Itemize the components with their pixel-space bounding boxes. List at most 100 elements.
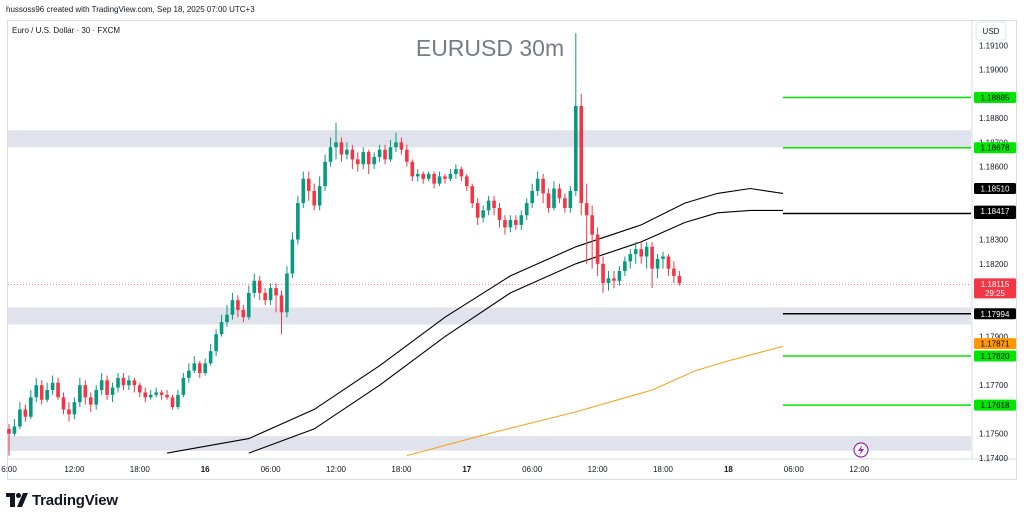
candle-body (524, 203, 529, 216)
candle (470, 183, 475, 208)
candle-body (301, 178, 306, 204)
moving-average-line (248, 209, 783, 454)
candle (45, 382, 49, 403)
y-tick-label: 1.17700 (979, 381, 1008, 390)
candle (584, 183, 589, 264)
candle-body (541, 178, 545, 194)
currency-label: USD (983, 27, 1000, 36)
candle-body (530, 190, 534, 204)
candle (78, 377, 82, 408)
candle-body (219, 322, 224, 335)
candle (448, 169, 453, 182)
candle (12, 419, 17, 437)
candle (236, 295, 240, 318)
tradingview-logo[interactable]: TradingView (6, 491, 118, 509)
x-tick-label: 18 (724, 465, 733, 474)
candle (203, 358, 207, 376)
candle-body (94, 390, 98, 405)
x-tick-label: 06:00 (522, 465, 543, 474)
candle-body (579, 105, 584, 204)
candle-body (290, 239, 295, 274)
candle-body (328, 147, 333, 162)
candle (323, 154, 327, 191)
candle (383, 144, 387, 165)
candle-body (410, 161, 415, 177)
candle-body (508, 220, 513, 228)
candle (454, 164, 458, 179)
candle-body (628, 254, 633, 262)
candle (421, 171, 425, 184)
candle-body (176, 394, 180, 408)
candle (312, 183, 316, 211)
candle-body (655, 258, 660, 269)
candle (399, 137, 404, 155)
candle (497, 203, 502, 228)
chart-frame (7, 20, 1017, 480)
candle (263, 288, 267, 306)
candle (644, 241, 649, 269)
candle-body (546, 193, 551, 208)
candle (99, 373, 104, 395)
candle-body (274, 288, 278, 296)
candlestick-chart[interactable]: 1.191001.190001.188001.187001.186001.183… (0, 0, 1024, 488)
candle-body (633, 249, 638, 255)
level-price-label: 1.18885 (974, 91, 1016, 103)
candle (650, 241, 654, 289)
candle-body (606, 278, 611, 284)
candle-body (279, 295, 284, 313)
y-tick-label: 1.18300 (979, 236, 1008, 245)
candle (666, 254, 671, 276)
chart-attribution: hussoss96 created with TradingView.com, … (6, 5, 255, 14)
candle (154, 387, 158, 398)
currency-button[interactable]: USD (975, 21, 1007, 41)
candle-body (159, 392, 164, 395)
level-price-label: 1.17618 (974, 399, 1016, 411)
candle-body (29, 397, 33, 417)
candle-body (377, 149, 382, 157)
candle-body (497, 207, 502, 221)
x-tick-label: 18:00 (130, 465, 151, 474)
candle (672, 261, 676, 284)
indicator-price-label: 1.17871 (974, 338, 1016, 350)
candle-body (339, 142, 344, 155)
candle (546, 188, 551, 213)
indicator-price-label: 1.18510 (974, 183, 1016, 195)
price-label-text: 1.17618 (981, 401, 1010, 410)
candle (486, 195, 491, 216)
candle (39, 380, 44, 405)
candle (328, 137, 333, 167)
candle (530, 183, 534, 208)
support-resistance-zone (8, 130, 971, 148)
candle (132, 377, 137, 393)
candle-body (448, 173, 453, 179)
candle (121, 373, 126, 391)
countdown-text: 29:25 (985, 289, 1006, 298)
candle-body (405, 149, 409, 162)
candle-body (426, 173, 431, 179)
candle (623, 256, 627, 276)
candle (247, 285, 251, 320)
candle-body (197, 363, 202, 374)
candle-body (470, 186, 475, 204)
candle-body (165, 394, 169, 398)
zones-layer (8, 130, 971, 451)
candle-body (361, 152, 366, 165)
candle-body (208, 351, 213, 364)
candle-body (519, 215, 524, 225)
candle-body (34, 385, 39, 398)
candle (110, 382, 115, 403)
candle-body (415, 173, 420, 177)
candle-body (383, 149, 387, 160)
candle-body (78, 385, 82, 403)
candle (241, 305, 246, 323)
lightning-icon[interactable] (853, 442, 869, 458)
candle-body (83, 385, 88, 398)
candle (50, 375, 55, 395)
candle (187, 363, 191, 383)
candle (432, 171, 436, 189)
candle (590, 205, 594, 269)
candle (475, 198, 480, 225)
price-axis: 1.191001.190001.188001.187001.186001.183… (979, 41, 1008, 463)
candles-layer (7, 33, 682, 456)
